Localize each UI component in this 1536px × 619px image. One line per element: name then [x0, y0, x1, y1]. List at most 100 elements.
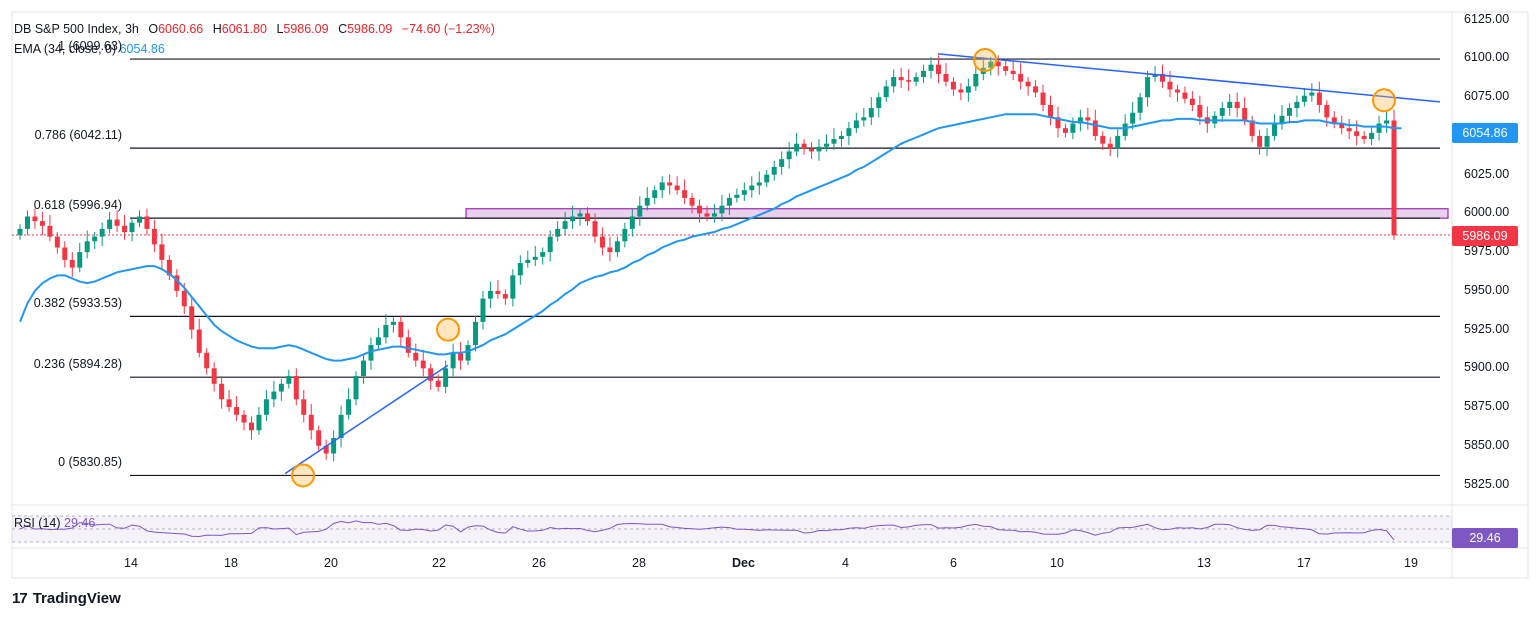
candle-body: [711, 213, 717, 217]
candle-body: [1294, 101, 1300, 109]
candle-body: [809, 148, 815, 152]
rsi-legend[interactable]: RSI (14) 29.46: [14, 516, 95, 530]
rsi-value: 29.46: [64, 516, 96, 530]
x-tick-label: 17: [1297, 556, 1311, 570]
candle-body: [719, 205, 725, 214]
close-value: 5986.09: [347, 22, 393, 36]
candle-body: [278, 383, 284, 392]
candle-body: [1040, 92, 1046, 105]
candle-body: [764, 174, 770, 183]
candle-body: [525, 259, 531, 263]
candle-body: [816, 146, 822, 152]
open-label: O: [148, 22, 159, 36]
candle-body: [54, 236, 60, 248]
candle-body: [607, 247, 613, 253]
candle-body: [159, 244, 165, 260]
high-value: 6061.80: [221, 22, 267, 36]
candle-body: [1077, 117, 1083, 124]
y-tick-label: 5925.00: [1464, 321, 1510, 336]
candle-body: [77, 252, 83, 268]
candle-body: [555, 228, 561, 237]
candle-body: [405, 337, 411, 353]
ema-price-tag: 6054.86: [1452, 123, 1518, 143]
y-tick-label: 6075.00: [1464, 89, 1510, 104]
candle-body: [420, 360, 426, 369]
candle-body: [219, 383, 225, 400]
candle-body: [1286, 108, 1292, 116]
candle-body: [256, 414, 262, 431]
candle-body: [458, 352, 464, 361]
ema-line: [19, 113, 1402, 362]
candle-body: [1339, 123, 1345, 129]
symbol-title[interactable]: DB S&P 500 Index, 3h: [14, 22, 139, 36]
candle-body: [1301, 95, 1307, 102]
candle-body: [398, 321, 404, 338]
candle-body: [846, 128, 852, 136]
candle-body: [69, 259, 75, 268]
candle-body: [1055, 117, 1061, 129]
ema-legend[interactable]: EMA (34, close, 0) 6054.86: [14, 42, 165, 56]
candle-body: [166, 259, 172, 276]
x-tick-label: 13: [1197, 556, 1211, 570]
candle-body: [898, 77, 904, 81]
candle-body: [248, 422, 254, 431]
candle-body: [1048, 104, 1053, 118]
candle-body: [473, 321, 479, 346]
candle-body: [704, 213, 710, 217]
candle-body: [39, 221, 45, 226]
low-label: L: [276, 22, 284, 36]
candle-body: [667, 182, 673, 186]
candle-body: [1182, 92, 1188, 99]
candle-body: [1219, 108, 1225, 116]
candle-body: [599, 236, 605, 248]
candle-body: [749, 185, 755, 191]
candle-body: [1257, 135, 1263, 147]
candle-body: [338, 414, 344, 439]
candle-body: [502, 293, 508, 299]
x-tick-label: Dec: [732, 556, 755, 570]
tradingview-brand[interactable]: 17 TradingView: [12, 590, 121, 607]
candle-body: [928, 64, 934, 71]
candle-body: [823, 143, 829, 147]
rsi-line: [19, 520, 1395, 541]
candle-body: [84, 241, 90, 253]
tradingview-logo-icon: 17: [12, 590, 28, 607]
candle-body: [1309, 92, 1315, 96]
candle-body: [973, 73, 979, 87]
candle-body: [99, 228, 105, 237]
candle-body: [629, 216, 635, 229]
candle-body: [331, 438, 337, 454]
pivot-marker: [291, 463, 315, 488]
candle-body: [734, 194, 740, 198]
candle-body: [1316, 92, 1322, 105]
candle-body: [1197, 104, 1203, 118]
candle-body: [1100, 135, 1106, 144]
pivot-marker: [973, 48, 997, 73]
candle-body: [1145, 77, 1151, 98]
candle-body: [592, 221, 598, 237]
candle-body: [24, 216, 30, 229]
y-tick-label: 5875.00: [1464, 399, 1510, 414]
candle-body: [1010, 70, 1016, 74]
candle-body: [1085, 117, 1091, 121]
candle-body: [323, 445, 329, 454]
candle-body: [443, 368, 449, 387]
candle-body: [1115, 135, 1121, 149]
candle-body: [129, 222, 135, 232]
high-label: H: [212, 22, 222, 36]
candle-body: [756, 182, 762, 186]
candle-body: [1369, 132, 1375, 140]
candle-body: [1107, 143, 1113, 149]
candle-body: [682, 190, 688, 198]
candle-body: [801, 143, 807, 149]
candle-body: [308, 414, 314, 431]
candle-body: [771, 166, 777, 175]
candle-body: [868, 108, 874, 118]
candle-body: [122, 225, 128, 232]
chart-border: [11, 11, 1529, 579]
candle-body: [995, 61, 1001, 67]
candle-body: [1324, 104, 1330, 118]
rising-trendline: [284, 364, 449, 475]
candle-body: [950, 81, 956, 90]
